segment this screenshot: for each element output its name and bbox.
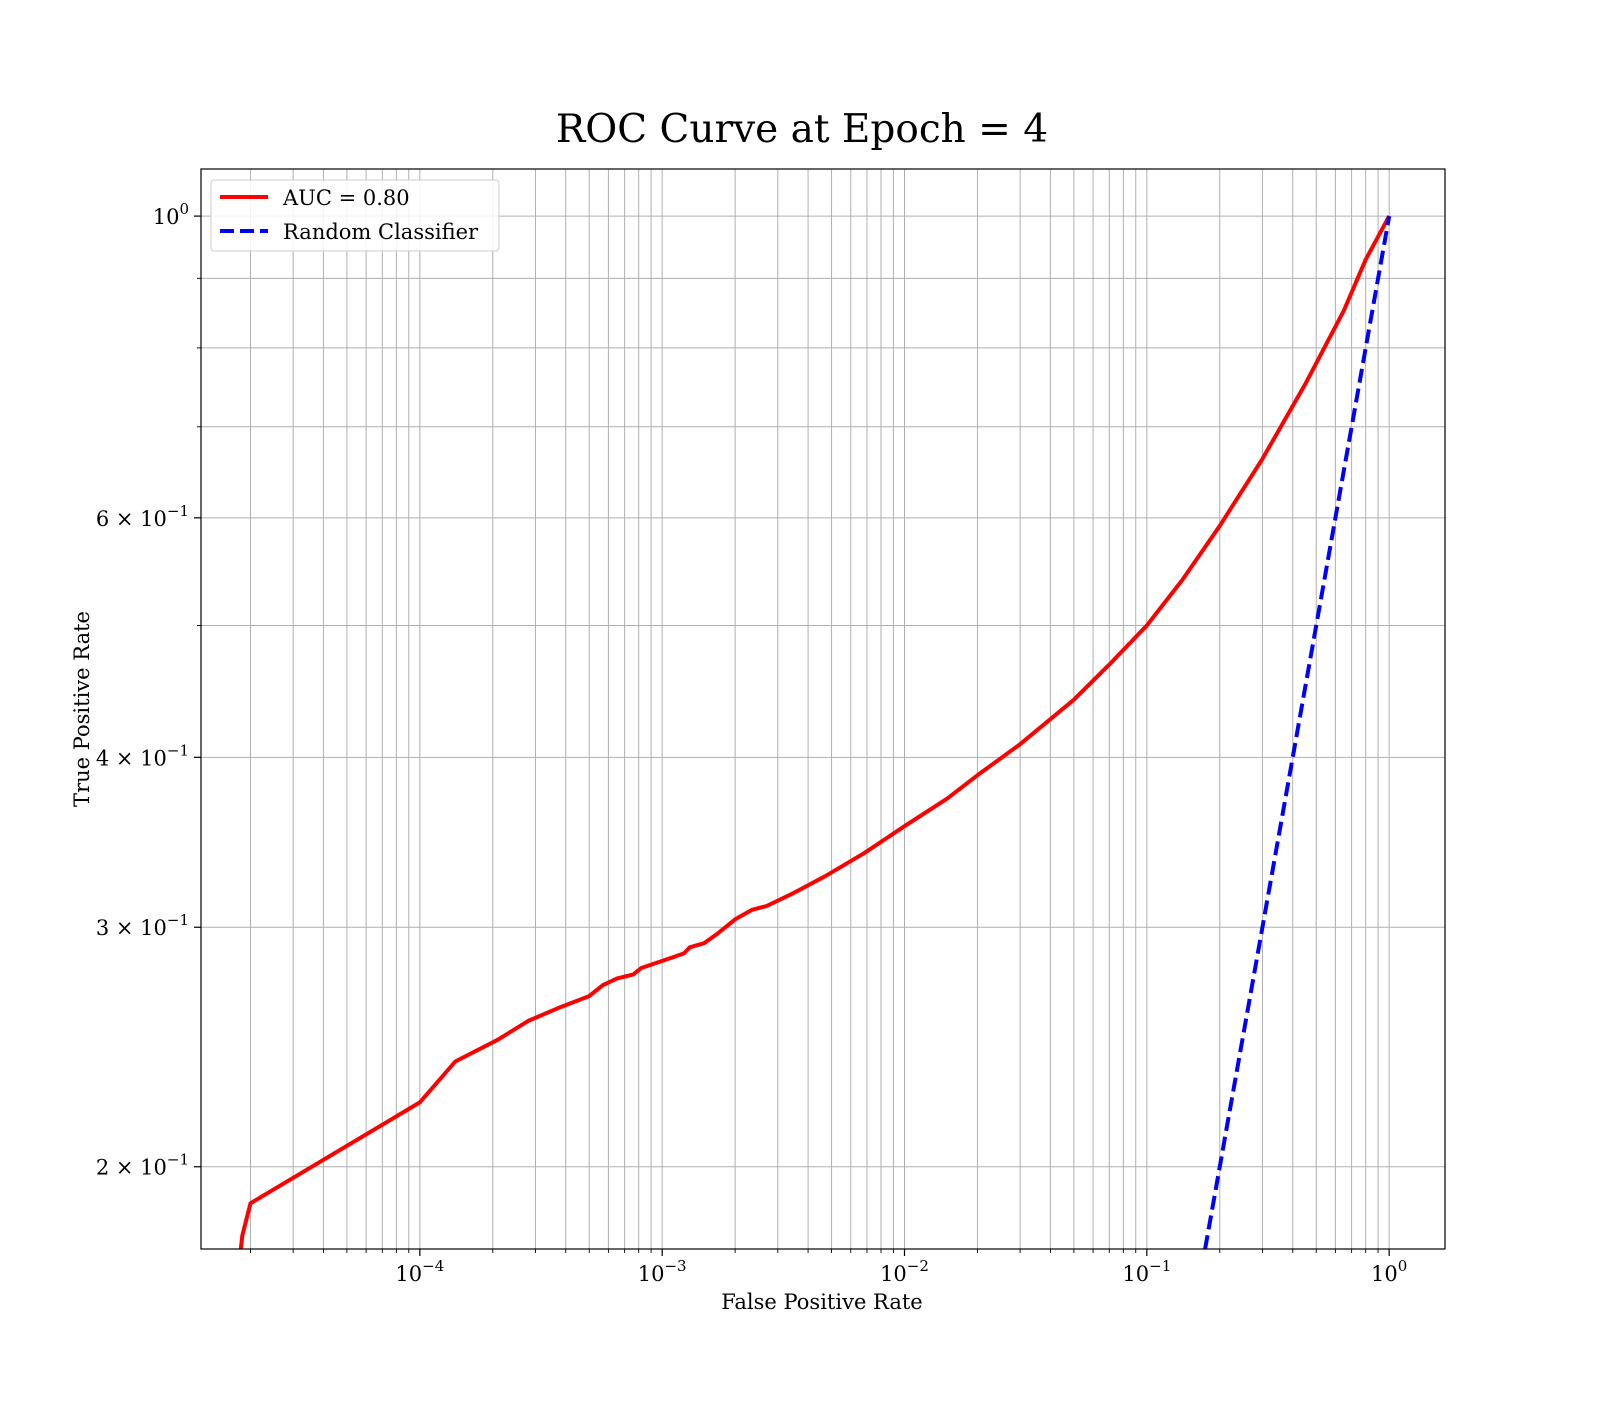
roc-curve-line <box>238 215 1391 1249</box>
x-tick-label: 10−4 <box>395 1257 444 1286</box>
y-tick-label: 4 × 10−1 <box>96 741 189 770</box>
legend-box <box>210 179 500 252</box>
legend: AUC = 0.80 Random Classifier <box>210 179 500 252</box>
y-axis-ticks: 100 6 × 10−1 4 × 10−1 3 × 10−1 2 × 10−1 <box>96 200 201 1180</box>
chart-title: ROC Curve at Epoch = 4 <box>556 107 1048 152</box>
y-tick-label: 6 × 10−1 <box>96 502 189 531</box>
grid-lines <box>201 169 1445 1249</box>
legend-label-auc: AUC = 0.80 <box>282 186 410 210</box>
plot-frame <box>200 168 1446 1250</box>
y-tick-label: 2 × 10−1 <box>96 1151 189 1180</box>
y-axis-label: True Positive Rate <box>70 611 94 807</box>
random-classifier-line <box>1203 215 1392 1249</box>
x-tick-label: 10−2 <box>880 1257 929 1286</box>
y-tick-label: 3 × 10−1 <box>96 911 189 940</box>
series-lines <box>238 215 1392 1249</box>
y-tick-label: 100 <box>153 200 189 229</box>
legend-label-random: Random Classifier <box>283 220 479 244</box>
x-axis-ticks: 10−4 10−3 10−2 10−1 100 <box>250 1249 1407 1286</box>
x-tick-label: 100 <box>1371 1257 1407 1286</box>
x-tick-label: 10−1 <box>1122 1257 1171 1286</box>
x-tick-label: 10−3 <box>638 1257 687 1286</box>
x-axis-label: False Positive Rate <box>721 1290 922 1314</box>
